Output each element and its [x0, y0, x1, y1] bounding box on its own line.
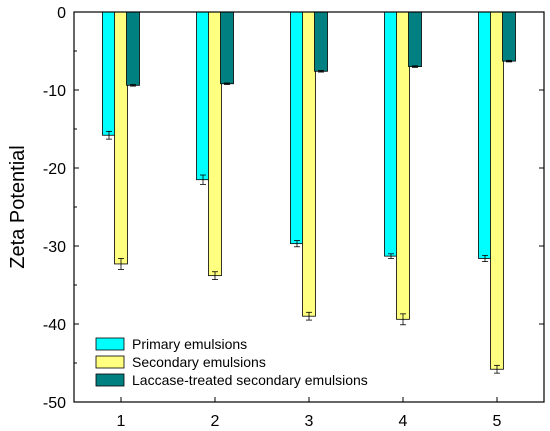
error-bar-series-1-cat-2: [200, 174, 206, 185]
error-bar-series-3-cat-2: [224, 82, 230, 85]
error-bar-series-1-cat-4: [388, 253, 394, 259]
error-bar-series-3-cat-3: [318, 70, 324, 73]
error-bar-series-1-cat-1: [106, 130, 112, 140]
bar-series-2-cat-2: [208, 11, 222, 277]
error-bar-series-3-cat-5: [506, 59, 512, 63]
bar-series-3-cat-4: [408, 11, 422, 67]
x-tick-label-4: 4: [399, 413, 408, 430]
bar-series-3-cat-5: [502, 11, 516, 62]
bar-series-1-cat-2: [196, 11, 210, 181]
bar-series-2-cat-5: [490, 11, 504, 370]
error-bar-series-2-cat-3: [306, 311, 312, 321]
bar-series-1-cat-4: [384, 11, 398, 257]
bar-series-2-cat-4: [396, 11, 410, 320]
y-tick-label: -20: [43, 161, 66, 178]
y-tick-label: -30: [43, 239, 66, 256]
legend-label-2: Secondary emulsions: [132, 354, 266, 370]
y-tick-label: -10: [43, 83, 66, 100]
ticks-layer: 0 -10 -20 -30 -40 -50 1 2 3 4 5: [43, 5, 544, 430]
error-bars-layer: [106, 59, 512, 374]
error-bar-series-2-cat-4: [400, 313, 406, 326]
bar-series-3-cat-2: [220, 11, 234, 85]
x-tick-label-1: 1: [117, 413, 126, 430]
bar-series-1-cat-3: [290, 11, 304, 245]
bar-series-2-cat-3: [302, 11, 316, 317]
bar-series-3-cat-3: [314, 11, 328, 72]
bar-series-1-cat-1: [102, 11, 116, 136]
error-bar-series-1-cat-3: [294, 240, 300, 248]
y-tick-label: 0: [57, 5, 66, 22]
legend-swatch-1: [95, 337, 125, 351]
error-bar-series-3-cat-1: [130, 84, 136, 87]
legend: Primary emulsions Secondary emulsions Lacc…: [95, 336, 368, 388]
legend-swatch-2: [95, 355, 125, 369]
y-tick-label: -50: [43, 395, 66, 412]
legend-label-3: Laccase-treated secondary emulsions: [132, 372, 368, 388]
x-tick-label-3: 3: [305, 413, 314, 430]
error-bar-series-3-cat-4: [412, 65, 418, 68]
error-bar-series-2-cat-5: [494, 364, 500, 374]
y-axis-title: Zeta Potential: [7, 145, 29, 268]
bar-series-2-cat-1: [114, 11, 128, 265]
bars-layer: [102, 11, 516, 370]
error-bar-series-2-cat-2: [212, 271, 218, 280]
y-tick-label: -40: [43, 317, 66, 334]
legend-swatch-3: [95, 373, 125, 387]
legend-label-1: Primary emulsions: [132, 336, 247, 352]
bar-series-3-cat-1: [126, 11, 140, 86]
error-bar-series-2-cat-1: [118, 258, 124, 270]
x-tick-label-5: 5: [493, 413, 502, 430]
bar-series-1-cat-5: [478, 11, 492, 259]
x-tick-label-2: 2: [211, 413, 220, 430]
error-bar-series-1-cat-5: [482, 254, 488, 263]
